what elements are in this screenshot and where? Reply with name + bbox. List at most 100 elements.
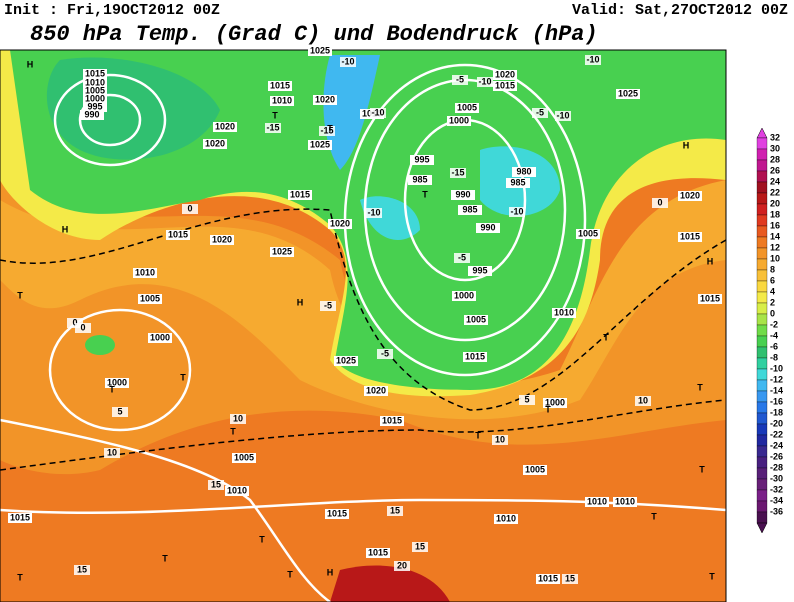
isobar-label: 1005 <box>578 228 598 238</box>
label-box <box>532 108 548 118</box>
isobar-label: 1020 <box>215 121 235 131</box>
label-box <box>451 190 475 200</box>
isobar-label: 985 <box>510 177 525 187</box>
isobar-label: 1025 <box>336 355 356 365</box>
isobar-label: 1025 <box>272 246 292 256</box>
isobar-label: 1010 <box>272 95 292 105</box>
label-box <box>380 416 404 426</box>
legend-label: 28 <box>770 154 780 164</box>
isotherm-label: 10 <box>638 395 648 405</box>
label-box <box>492 435 508 445</box>
isotherm-label: 0 <box>657 197 662 207</box>
legend-swatch <box>756 346 768 359</box>
label-box <box>288 190 312 200</box>
label-box <box>268 81 292 91</box>
label-box <box>454 253 470 263</box>
legend-label: 8 <box>770 264 775 274</box>
isotherm-label: 10 <box>495 434 505 444</box>
isobar-label: 1020 <box>680 190 700 200</box>
label-box <box>210 235 234 245</box>
isobar-label: 1015 <box>290 189 310 199</box>
legend-swatch <box>756 247 768 260</box>
pressure-center: T <box>259 534 265 544</box>
isotherm-label: -5 <box>456 74 464 84</box>
pressure-center: T <box>287 569 293 579</box>
isobar-label: 1010 <box>135 267 155 277</box>
legend-swatch <box>756 467 768 480</box>
label-box <box>519 395 535 405</box>
map-area <box>0 50 726 602</box>
label-box <box>80 110 104 120</box>
isobar-label: 1025 <box>310 45 330 55</box>
label-box <box>698 294 722 304</box>
legend-swatch <box>756 379 768 392</box>
label-box <box>536 574 560 584</box>
legend-swatch <box>756 170 768 183</box>
legend-swatch <box>756 148 768 161</box>
label-box <box>585 55 601 65</box>
isobar-label: 1015 <box>10 512 30 522</box>
isobar-label: 1015 <box>368 547 388 557</box>
label-box <box>83 78 107 88</box>
isotherms <box>0 208 726 471</box>
legend-label: -24 <box>770 440 783 450</box>
legend-label: 30 <box>770 143 780 153</box>
legend-label: -6 <box>770 341 778 351</box>
isotherm-label: -10 <box>478 76 491 86</box>
label-box <box>613 497 637 507</box>
label-box <box>476 223 500 233</box>
label-box <box>148 333 172 343</box>
pressure-center: T <box>709 571 715 581</box>
isobar-label: 1005 <box>140 293 160 303</box>
legend-label: -32 <box>770 484 783 494</box>
isotherm-label: -10 <box>341 56 354 66</box>
isotherm-label: -5 <box>458 252 466 262</box>
legend-label: -8 <box>770 352 778 362</box>
isobar-label: 1015 <box>85 68 105 78</box>
label-box <box>8 513 32 523</box>
isobar-label: 1000 <box>107 377 127 387</box>
map-frame <box>0 49 727 602</box>
legend-swatch <box>756 302 768 315</box>
pressure-center: T <box>422 189 428 199</box>
isotherm-label: 20 <box>397 560 407 570</box>
legend-swatch <box>756 203 768 216</box>
label-box <box>208 480 224 490</box>
label-box <box>328 219 352 229</box>
label-box <box>166 230 190 240</box>
label-box <box>366 548 390 558</box>
legend-swatch <box>756 335 768 348</box>
label-box <box>506 178 530 188</box>
isotherm-label: -15 <box>320 125 333 135</box>
label-box <box>213 122 237 132</box>
legend-swatch <box>756 280 768 293</box>
isotherm-label: 10 <box>107 447 117 457</box>
legend-label: -26 <box>770 451 783 461</box>
legend-swatch <box>756 434 768 447</box>
legend-label: 32 <box>770 132 780 142</box>
label-box <box>270 96 294 106</box>
isobar-label: 990 <box>84 109 99 119</box>
isobar-label: 1020 <box>366 385 386 395</box>
isobar-label: 1005 <box>85 85 105 95</box>
init-time: Init : Fri,19OCT2012 00Z <box>4 2 220 19</box>
isobar-label: 1015 <box>465 351 485 361</box>
label-box <box>576 229 600 239</box>
isobar-label: 1000 <box>545 397 565 407</box>
isobar-label: 1020 <box>205 138 225 148</box>
isobar-label: 1000 <box>150 332 170 342</box>
label-box <box>543 398 567 408</box>
legend-label: -28 <box>770 462 783 472</box>
legend-swatch <box>756 313 768 326</box>
isotherm-label: 15 <box>77 564 87 574</box>
pressure-center: T <box>545 404 551 414</box>
label-box <box>394 561 410 571</box>
isotherm-label: 0 <box>80 322 85 332</box>
legend-swatch <box>756 214 768 227</box>
legend-label: 22 <box>770 187 780 197</box>
isobar-label: 995 <box>414 154 429 164</box>
label-box <box>616 89 640 99</box>
legend-swatch <box>756 412 768 425</box>
legend-swatch <box>756 489 768 502</box>
label-box <box>555 111 571 121</box>
